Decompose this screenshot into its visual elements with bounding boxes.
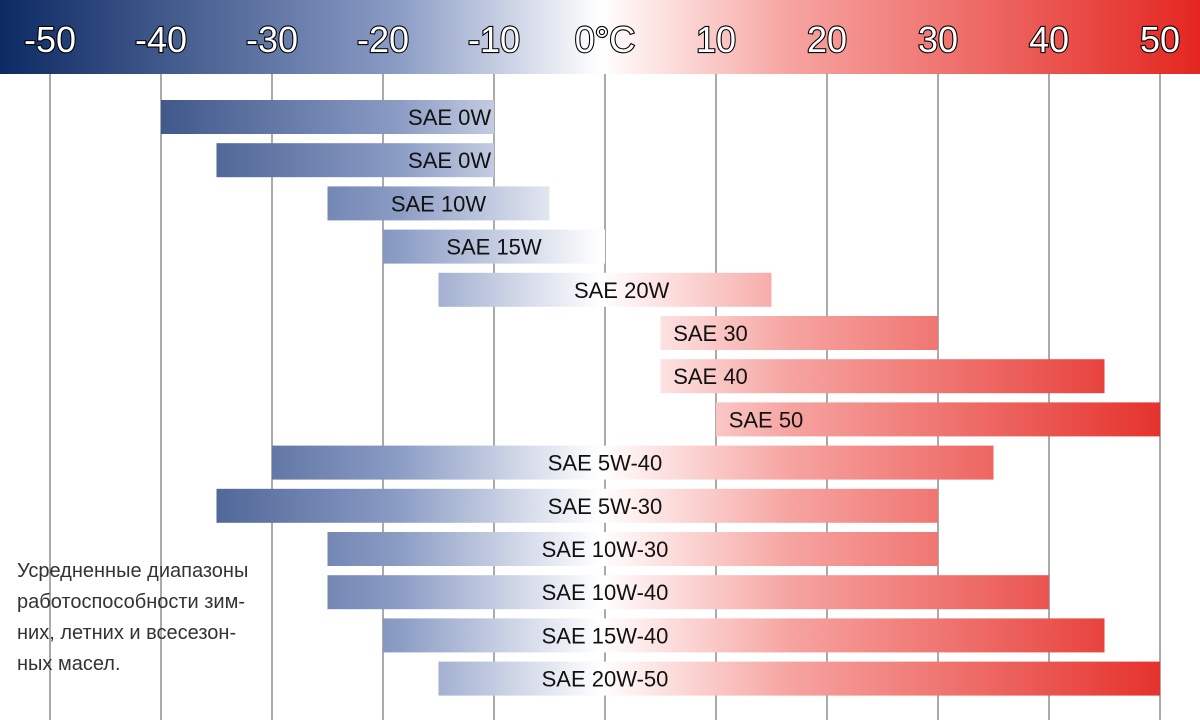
range-bar bbox=[327, 186, 550, 221]
bar-label: SAE 20W-50 bbox=[542, 667, 669, 692]
bar-label: SAE 40 bbox=[673, 364, 748, 389]
temperature-scale-band bbox=[0, 0, 1200, 74]
tick-label: 10 bbox=[696, 19, 736, 60]
range-bar bbox=[438, 272, 772, 307]
bar-label: SAE 10W bbox=[391, 191, 487, 216]
temperature-tick-labels: -50 -40 -30 -20 -10 0°C 10 20 30 40 50 bbox=[23, 18, 1181, 61]
tick-label: -30 bbox=[246, 19, 298, 60]
range-bar bbox=[660, 359, 1105, 394]
range-bar bbox=[216, 143, 494, 178]
note-line: них, летних и всесезон- bbox=[17, 622, 237, 644]
note-line: работоспособности зим- bbox=[17, 591, 246, 613]
tick-label: -50 bbox=[24, 19, 76, 60]
range-bar bbox=[161, 100, 494, 134]
note-line: ных масел. bbox=[17, 653, 121, 675]
range-bar bbox=[383, 618, 1105, 653]
tick-label: 20 bbox=[807, 19, 847, 60]
bar-label: SAE 30 bbox=[673, 321, 748, 346]
tick-label: 0°C bbox=[575, 19, 635, 60]
bar-label: SAE 10W-40 bbox=[542, 580, 669, 605]
range-bar bbox=[327, 575, 1049, 610]
tick-label: -20 bbox=[357, 19, 409, 60]
tick-label: -10 bbox=[468, 19, 520, 60]
bar-label: SAE 5W-40 bbox=[548, 451, 663, 476]
tick-label: 30 bbox=[918, 19, 958, 60]
range-bar bbox=[660, 316, 938, 350]
bar-label: SAE 15W-40 bbox=[542, 623, 669, 648]
tick-label: 40 bbox=[1029, 19, 1069, 60]
note-line: Усредненные диапазоны bbox=[17, 560, 249, 582]
bar-label: SAE 5W-30 bbox=[548, 494, 663, 519]
bar-label: SAE 0W bbox=[408, 148, 491, 173]
bar-label: SAE 0W bbox=[408, 105, 491, 130]
range-bar bbox=[716, 402, 1160, 437]
bar-label: SAE 20W bbox=[574, 278, 670, 303]
tick-label: 50 bbox=[1140, 19, 1180, 60]
tick-label: -40 bbox=[135, 19, 187, 60]
bar-label: SAE 15W bbox=[446, 235, 542, 260]
bar-label: SAE 50 bbox=[729, 407, 804, 432]
range-bar bbox=[438, 661, 1160, 696]
grid-lines bbox=[49, 74, 1161, 720]
range-bar bbox=[216, 488, 938, 523]
range-bar bbox=[272, 445, 994, 480]
note-caption: Усредненные диапазоны работоспособности … bbox=[17, 556, 317, 680]
bar-label: SAE 10W-30 bbox=[542, 537, 669, 562]
range-bar bbox=[327, 532, 938, 566]
range-bar bbox=[383, 229, 605, 264]
